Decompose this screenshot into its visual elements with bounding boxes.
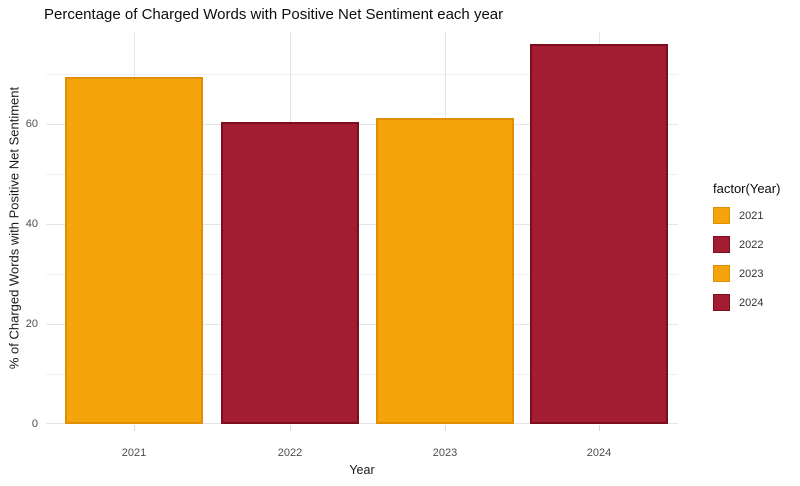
x-tick-mark-2024 [599,425,600,431]
legend-swatch-2021 [713,207,730,224]
bar-2024 [530,44,668,424]
legend-swatch-2022 [713,236,730,253]
legend-entry-2021: 2021 [713,207,780,224]
legend-swatch-2023 [713,265,730,282]
x-tick-mark-2021 [134,425,135,431]
x-tick-label-2023: 2023 [432,447,458,459]
x-tick-label-2024: 2024 [586,447,612,459]
gridline-minor-y-50 [46,174,678,175]
gridline-minor-y-70 [46,74,678,75]
y-tick-label-0: 0 [31,417,38,430]
gridline-major-y-0 [46,423,678,424]
legend-swatch-2024 [713,294,730,311]
legend: factor(Year) 2021 2022 2023 2024 [713,181,780,323]
plot-panel [46,32,678,424]
gridline-major-y-20 [46,324,678,325]
x-tick-label-2022: 2022 [277,447,303,459]
gridline-major-y-40 [46,224,678,225]
y-axis-title: % of Charged Words with Positive Net Sen… [6,86,22,370]
gridline-minor-y-30 [46,274,678,275]
bar-2021 [65,77,203,424]
legend-entry-2022: 2022 [713,236,780,253]
legend-title: factor(Year) [713,181,781,196]
gridline-minor-y-10 [46,374,678,375]
chart-title: Percentage of Charged Words with Positiv… [44,6,504,23]
bar-2023 [376,118,514,424]
bar-2022 [221,122,359,424]
legend-label-2023: 2023 [739,267,764,280]
x-tick-mark-2022 [290,425,291,431]
gridline-major-y-60 [46,124,678,125]
legend-entries: 2021 2022 2023 2024 [713,207,780,311]
x-axis-title: Year [349,463,375,477]
legend-entry-2024: 2024 [713,294,780,311]
legend-label-2022: 2022 [739,238,764,251]
legend-label-2024: 2024 [739,296,764,309]
legend-entry-2023: 2023 [713,265,780,282]
x-tick-mark-2023 [445,425,446,431]
x-tick-label-2021: 2021 [121,447,147,459]
legend-label-2021: 2021 [739,209,764,222]
